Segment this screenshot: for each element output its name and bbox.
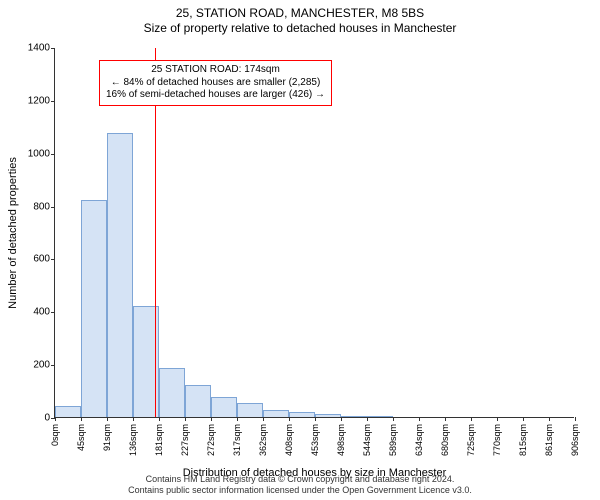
plot-area: Number of detached properties Distributi…: [54, 48, 574, 418]
x-tick-label: 45sqm: [76, 424, 86, 451]
x-tick-mark: [419, 417, 420, 421]
y-tick-label: 200: [10, 360, 50, 371]
x-tick-label: 136sqm: [128, 424, 138, 456]
x-tick-mark: [55, 417, 56, 421]
x-tick-mark: [133, 417, 134, 421]
x-tick-label: 362sqm: [258, 424, 268, 456]
histogram-bar: [367, 416, 393, 417]
annotation-line-3: 16% of semi-detached houses are larger (…: [106, 89, 325, 102]
annotation-line-2: ← 84% of detached houses are smaller (2,…: [106, 77, 325, 90]
y-tick-label: 600: [10, 254, 50, 265]
x-tick-mark: [237, 417, 238, 421]
y-tick-mark: [51, 48, 55, 49]
y-tick-mark: [51, 101, 55, 102]
histogram-bar: [159, 368, 185, 417]
histogram-bar: [211, 397, 237, 417]
x-tick-mark: [159, 417, 160, 421]
x-tick-label: 408sqm: [284, 424, 294, 456]
y-tick-label: 1400: [10, 43, 50, 54]
x-tick-label: 906sqm: [570, 424, 580, 456]
x-tick-label: 272sqm: [206, 424, 216, 456]
x-tick-label: 634sqm: [414, 424, 424, 456]
histogram-bar: [315, 414, 341, 417]
histogram-bar: [237, 403, 263, 417]
x-tick-mark: [185, 417, 186, 421]
y-tick-mark: [51, 312, 55, 313]
x-tick-mark: [341, 417, 342, 421]
x-tick-label: 91sqm: [102, 424, 112, 451]
histogram-bar: [55, 406, 81, 417]
y-tick-label: 400: [10, 307, 50, 318]
histogram-bar: [81, 200, 107, 417]
chart-title-block: 25, STATION ROAD, MANCHESTER, M8 5BS Siz…: [0, 0, 600, 35]
y-tick-mark: [51, 154, 55, 155]
histogram-bar: [185, 385, 211, 417]
footer-line-1: Contains HM Land Registry data © Crown c…: [0, 474, 600, 485]
histogram-bar: [289, 412, 315, 417]
x-tick-label: 680sqm: [440, 424, 450, 456]
y-tick-label: 800: [10, 201, 50, 212]
x-tick-label: 0sqm: [50, 424, 60, 446]
x-tick-mark: [523, 417, 524, 421]
y-tick-label: 0: [10, 413, 50, 424]
x-tick-label: 544sqm: [362, 424, 372, 456]
x-tick-label: 181sqm: [154, 424, 164, 456]
annotation-line-1: 25 STATION ROAD: 174sqm: [106, 64, 325, 77]
x-tick-mark: [263, 417, 264, 421]
x-tick-mark: [549, 417, 550, 421]
x-tick-mark: [471, 417, 472, 421]
x-tick-label: 227sqm: [180, 424, 190, 456]
x-tick-mark: [211, 417, 212, 421]
chart-subtitle: Size of property relative to detached ho…: [0, 21, 600, 35]
address-line: 25, STATION ROAD, MANCHESTER, M8 5BS: [0, 6, 600, 20]
footer-line-2: Contains public sector information licen…: [0, 485, 600, 496]
y-tick-label: 1200: [10, 95, 50, 106]
y-axis-label: Number of detached properties: [7, 157, 19, 309]
footer-attribution: Contains HM Land Registry data © Crown c…: [0, 474, 600, 497]
x-tick-label: 453sqm: [310, 424, 320, 456]
y-tick-mark: [51, 207, 55, 208]
y-tick-mark: [51, 259, 55, 260]
x-tick-label: 317sqm: [232, 424, 242, 456]
histogram-bar: [341, 416, 367, 417]
histogram-bar: [107, 133, 133, 417]
y-tick-label: 1000: [10, 148, 50, 159]
x-tick-mark: [289, 417, 290, 421]
x-tick-mark: [107, 417, 108, 421]
y-tick-mark: [51, 365, 55, 366]
x-tick-label: 861sqm: [544, 424, 554, 456]
x-tick-mark: [393, 417, 394, 421]
histogram-bar: [263, 410, 289, 417]
chart-container: Number of detached properties Distributi…: [54, 48, 574, 418]
x-tick-label: 589sqm: [388, 424, 398, 456]
x-tick-mark: [81, 417, 82, 421]
x-tick-mark: [497, 417, 498, 421]
x-tick-mark: [445, 417, 446, 421]
x-tick-label: 498sqm: [336, 424, 346, 456]
x-tick-mark: [575, 417, 576, 421]
x-tick-label: 725sqm: [466, 424, 476, 456]
x-tick-label: 770sqm: [492, 424, 502, 456]
x-tick-mark: [367, 417, 368, 421]
x-tick-mark: [315, 417, 316, 421]
x-tick-label: 815sqm: [518, 424, 528, 456]
annotation-box: 25 STATION ROAD: 174sqm← 84% of detached…: [99, 60, 332, 106]
